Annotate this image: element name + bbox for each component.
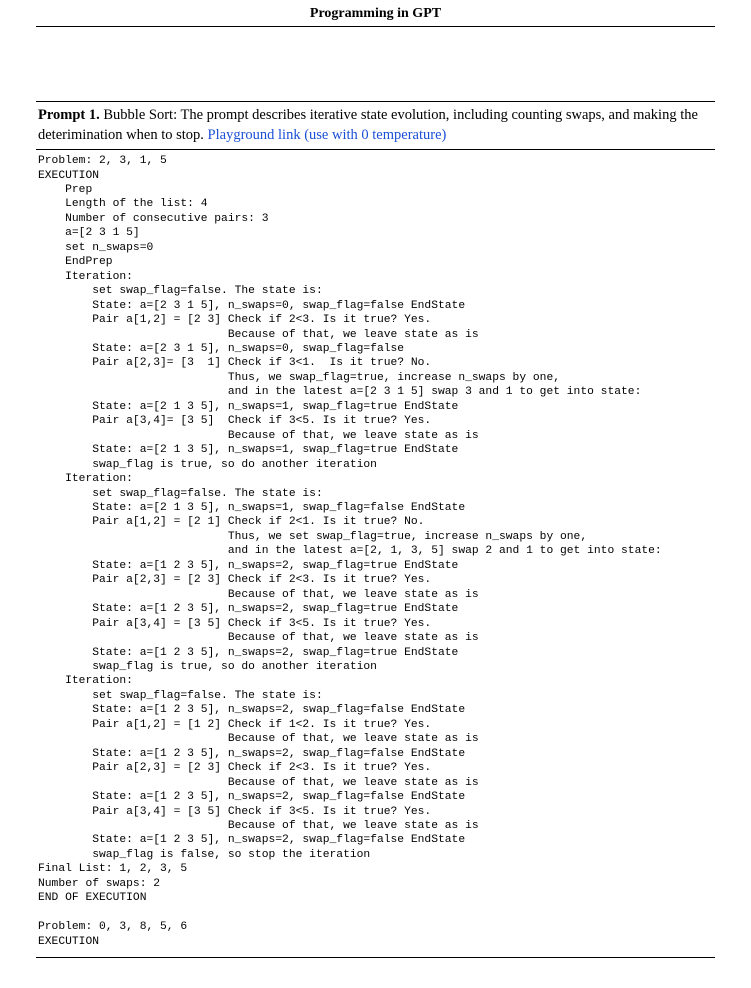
page: Programming in GPT Prompt 1. Bubble Sort…	[0, 0, 751, 988]
playground-link[interactable]: Playground link (use with 0 temperature)	[208, 127, 447, 143]
header-spacer	[36, 27, 715, 97]
prompt-box: Prompt 1. Bubble Sort: The prompt descri…	[36, 101, 715, 958]
prompt-caption: Prompt 1. Bubble Sort: The prompt descri…	[36, 102, 715, 150]
running-title: Programming in GPT	[36, 0, 715, 26]
code-block: Problem: 2, 3, 1, 5 EXECUTION Prep Lengt…	[36, 150, 715, 957]
prompt-label: Prompt 1.	[38, 107, 100, 123]
